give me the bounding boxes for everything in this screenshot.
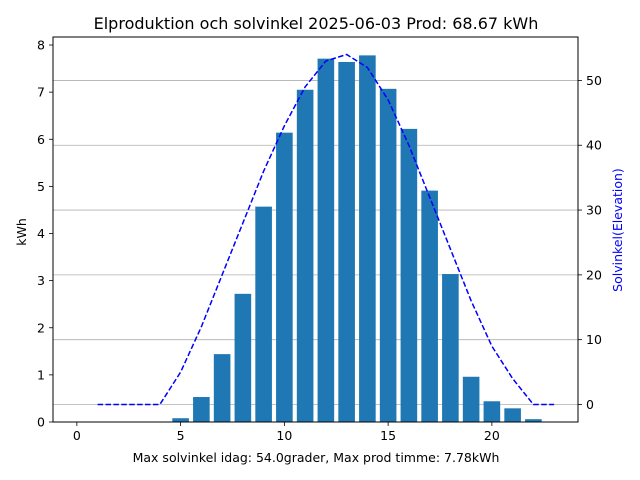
bars-layer bbox=[172, 55, 542, 423]
y-tick-label: 0 bbox=[37, 415, 45, 430]
y-tick-label: 5 bbox=[37, 179, 45, 194]
bar bbox=[234, 293, 252, 422]
x-tick-label: 15 bbox=[380, 428, 396, 443]
y-tick-label: 6 bbox=[37, 132, 45, 147]
x-axis-label: Max solvinkel idag: 54.0grader, Max prod… bbox=[133, 450, 500, 465]
bar bbox=[276, 132, 293, 422]
bar bbox=[525, 419, 542, 422]
x-tick-label: 20 bbox=[484, 428, 500, 443]
ticks-layer: 0 5 10 15 20 0 1 2 3 4 5 6 7 8 0 10 20 30 40 50 bbox=[37, 38, 602, 443]
bar bbox=[400, 128, 418, 423]
x-tick-label: 5 bbox=[177, 428, 185, 443]
y2-axis-label: Solvinkel(Elevation) bbox=[610, 168, 625, 292]
bar bbox=[421, 190, 438, 422]
y-tick-label: 1 bbox=[37, 367, 45, 382]
y-axis-label: kWh bbox=[14, 218, 29, 246]
bar bbox=[213, 354, 231, 422]
bar bbox=[296, 89, 314, 423]
chart-title: Elproduktion och solvinkel 2025-06-03 Pr… bbox=[94, 14, 539, 33]
y-tick-label: 4 bbox=[37, 226, 45, 241]
y-tick-label: 7 bbox=[37, 85, 45, 100]
x-tick-label: 10 bbox=[276, 428, 292, 443]
y2-tick-label: 40 bbox=[586, 138, 602, 153]
line-layer bbox=[97, 53, 555, 406]
elevation-line bbox=[97, 53, 555, 406]
y2-tick-label: 30 bbox=[586, 203, 602, 218]
bar bbox=[442, 274, 459, 422]
x-tick-label: 0 bbox=[73, 428, 81, 443]
y2-tick-label: 10 bbox=[586, 332, 602, 347]
bar bbox=[504, 408, 521, 422]
bar bbox=[379, 88, 397, 422]
bar bbox=[255, 206, 272, 422]
y-tick-label: 3 bbox=[37, 273, 45, 288]
bar bbox=[359, 55, 376, 423]
y2-tick-label: 0 bbox=[586, 397, 594, 412]
bar bbox=[317, 58, 335, 422]
bar bbox=[193, 397, 210, 422]
y2-tick-label: 20 bbox=[586, 267, 602, 282]
bar bbox=[338, 61, 355, 422]
y-tick-label: 8 bbox=[37, 38, 45, 53]
plot-frame bbox=[52, 36, 579, 423]
bar bbox=[462, 376, 480, 422]
y-tick-label: 2 bbox=[37, 320, 45, 335]
bar bbox=[172, 418, 189, 422]
bar bbox=[483, 401, 501, 422]
y2-tick-label: 50 bbox=[586, 73, 602, 88]
